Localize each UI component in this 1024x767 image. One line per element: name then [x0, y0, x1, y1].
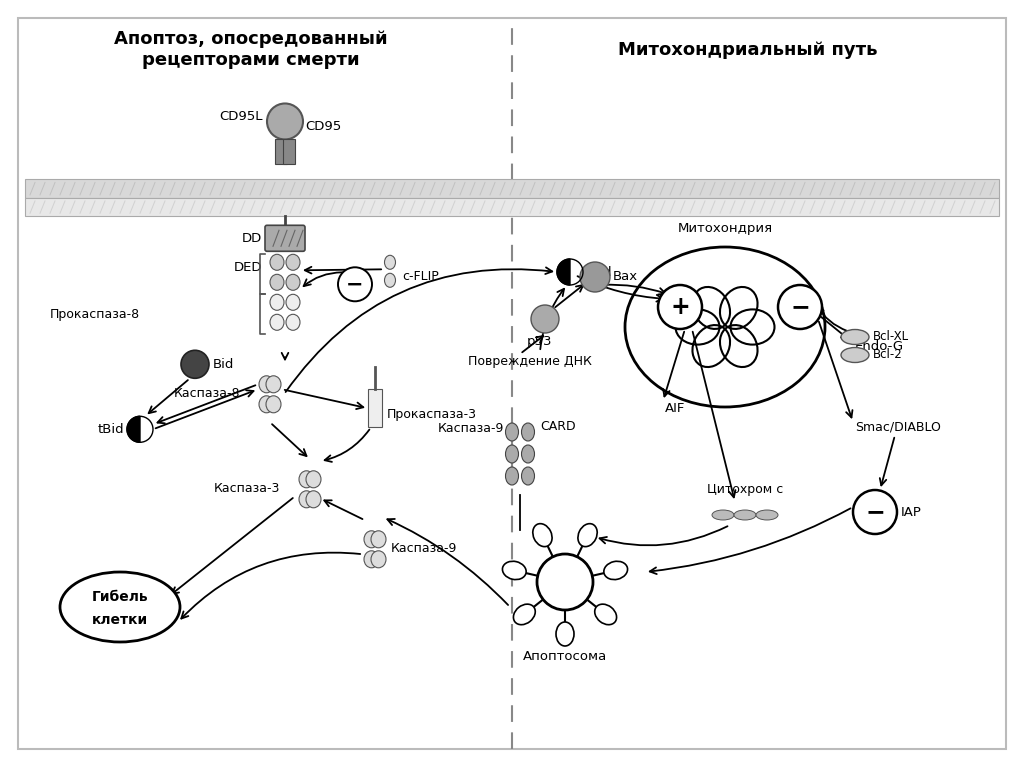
- Ellipse shape: [286, 275, 300, 290]
- Text: c-FLIP: c-FLIP: [402, 270, 438, 283]
- Text: Повреждение ДНК: Повреждение ДНК: [468, 355, 592, 368]
- Text: Каспаза-9: Каспаза-9: [391, 542, 458, 555]
- Circle shape: [181, 351, 209, 378]
- Text: −: −: [791, 295, 810, 319]
- Ellipse shape: [299, 471, 314, 488]
- Text: Smac/DIABLO: Smac/DIABLO: [855, 420, 941, 433]
- Text: CD95: CD95: [305, 120, 341, 133]
- Text: Каспаза-8: Каспаза-8: [173, 387, 240, 400]
- Bar: [368, 390, 382, 427]
- Text: −: −: [346, 275, 364, 295]
- Ellipse shape: [286, 314, 300, 331]
- Ellipse shape: [299, 491, 314, 508]
- Ellipse shape: [756, 510, 778, 520]
- Ellipse shape: [286, 255, 300, 270]
- Circle shape: [267, 104, 303, 140]
- Ellipse shape: [841, 347, 869, 363]
- Ellipse shape: [270, 295, 284, 311]
- Ellipse shape: [259, 376, 274, 393]
- Circle shape: [531, 305, 559, 333]
- Ellipse shape: [371, 551, 386, 568]
- Text: +: +: [670, 295, 690, 319]
- Circle shape: [580, 262, 610, 292]
- Text: Митохондрия: Митохондрия: [678, 222, 772, 235]
- Ellipse shape: [521, 467, 535, 485]
- Ellipse shape: [306, 471, 321, 488]
- Text: IAP: IAP: [901, 505, 922, 518]
- Ellipse shape: [371, 531, 386, 548]
- Ellipse shape: [266, 396, 281, 413]
- Circle shape: [778, 285, 822, 329]
- Ellipse shape: [364, 531, 379, 548]
- Text: DD: DD: [242, 232, 262, 245]
- Ellipse shape: [578, 524, 597, 547]
- Bar: [283, 140, 295, 164]
- Ellipse shape: [521, 423, 535, 441]
- Text: Bax: Bax: [613, 271, 638, 284]
- Text: Прокаспаза-3: Прокаспаза-3: [387, 408, 477, 421]
- Text: Каспаза-9: Каспаза-9: [437, 423, 504, 436]
- Text: Апоптоз, опосредованный
рецепторами смерти: Апоптоз, опосредованный рецепторами смер…: [114, 31, 388, 69]
- Bar: [25, 198, 999, 216]
- Text: p53: p53: [526, 334, 552, 347]
- Ellipse shape: [506, 423, 518, 441]
- Ellipse shape: [270, 314, 284, 331]
- Text: Endo-G: Endo-G: [855, 341, 904, 354]
- Text: Bcl-2: Bcl-2: [873, 348, 903, 361]
- Circle shape: [338, 267, 372, 301]
- Text: Апоптосома: Апоптосома: [523, 650, 607, 663]
- Circle shape: [853, 490, 897, 534]
- Text: −: −: [865, 500, 885, 524]
- Text: Митохондриальный путь: Митохондриальный путь: [617, 41, 878, 59]
- Text: tBid: tBid: [586, 265, 612, 278]
- Ellipse shape: [604, 561, 628, 580]
- Ellipse shape: [556, 622, 574, 646]
- Text: AIF: AIF: [665, 403, 685, 416]
- Bar: [25, 179, 999, 198]
- Ellipse shape: [259, 396, 274, 413]
- Text: Bid: Bid: [213, 357, 234, 370]
- Ellipse shape: [384, 255, 395, 269]
- Polygon shape: [557, 259, 570, 285]
- Circle shape: [658, 285, 702, 329]
- Ellipse shape: [734, 510, 756, 520]
- Ellipse shape: [286, 295, 300, 311]
- Text: tBid: tBid: [97, 423, 124, 436]
- Ellipse shape: [506, 445, 518, 463]
- Ellipse shape: [532, 524, 552, 547]
- Text: Прокаспаза-8: Прокаспаза-8: [50, 308, 140, 321]
- Polygon shape: [127, 416, 140, 443]
- Ellipse shape: [60, 572, 180, 642]
- Ellipse shape: [841, 330, 869, 344]
- Ellipse shape: [266, 376, 281, 393]
- Ellipse shape: [712, 510, 734, 520]
- Bar: [275, 140, 287, 164]
- Ellipse shape: [270, 255, 284, 270]
- Text: CARD: CARD: [540, 420, 575, 433]
- Ellipse shape: [306, 491, 321, 508]
- Text: Bcl-XL: Bcl-XL: [873, 331, 909, 344]
- FancyBboxPatch shape: [265, 225, 305, 252]
- Ellipse shape: [503, 561, 526, 580]
- Text: Каспаза-3: Каспаза-3: [214, 482, 280, 495]
- Ellipse shape: [506, 467, 518, 485]
- Ellipse shape: [364, 551, 379, 568]
- Ellipse shape: [384, 273, 395, 288]
- Text: Цитохром с: Цитохром с: [707, 482, 783, 495]
- Circle shape: [537, 554, 593, 610]
- Ellipse shape: [513, 604, 536, 624]
- Text: DED: DED: [233, 261, 262, 274]
- Ellipse shape: [521, 445, 535, 463]
- Ellipse shape: [595, 604, 616, 624]
- Text: Гибель: Гибель: [92, 590, 148, 604]
- Text: клетки: клетки: [92, 613, 148, 627]
- Text: CD95L: CD95L: [219, 110, 263, 123]
- Ellipse shape: [625, 247, 825, 407]
- Ellipse shape: [270, 275, 284, 290]
